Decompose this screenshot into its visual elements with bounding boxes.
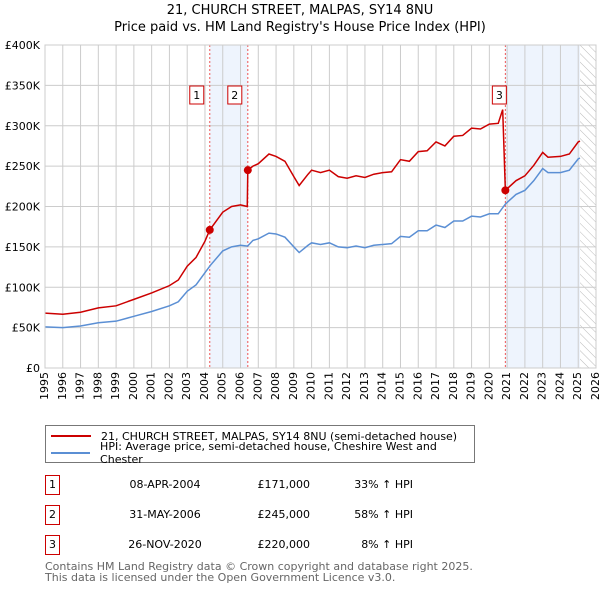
series-line	[44, 109, 581, 316]
x-tick-label: 2014	[376, 372, 389, 400]
price-chart: 1995 1996 1997 1998 1999 2000 2001 2002 2003 2004…	[5, 39, 600, 400]
x-tick-label: 2016	[411, 372, 424, 400]
chart-title: 21, CHURCH STREET, MALPAS, SY14 8NU	[166, 3, 434, 18]
x-tick-label: 2001	[145, 372, 158, 400]
x-tick-label: 1999	[109, 372, 122, 400]
x-tick-label: 2012	[340, 372, 353, 400]
y-tick-label: £100K	[5, 281, 41, 294]
series-line	[44, 157, 581, 329]
y-tick-label: £200K	[5, 201, 41, 214]
sale-date: 31-MAY-2006	[129, 508, 201, 521]
sale-label-box	[189, 85, 205, 105]
footer-copyright: Contains HM Land Registry data © Crown c…	[45, 560, 473, 573]
x-tick-label: 2007	[251, 372, 264, 400]
sale-point	[243, 166, 252, 175]
sale-number: 3	[45, 535, 60, 555]
legend: 21, CHURCH STREET, MALPAS, SY14 8NU (sem…	[45, 425, 475, 466]
chart-subtitle: Price paid vs. HM Land Registry's House …	[114, 20, 486, 35]
legend-item-property: 21, CHURCH STREET, MALPAS, SY14 8NU (sem…	[51, 428, 457, 444]
x-tick-label: 2000	[127, 372, 140, 400]
sale-date: 26-NOV-2020	[128, 538, 202, 551]
x-tick-label: 2006	[234, 372, 247, 400]
sale-point	[205, 225, 214, 234]
x-tick-label: 2009	[287, 372, 300, 400]
x-tick-label: 2010	[305, 372, 318, 400]
sale-price: £220,000	[257, 538, 311, 551]
y-tick-label: £50K	[12, 322, 41, 335]
x-tick-label: 2023	[536, 372, 549, 400]
sale-label: 3	[496, 89, 503, 102]
sale-hpi: 8% ↑ HPI	[361, 538, 413, 551]
x-tick-label: 2008	[269, 372, 282, 400]
x-tick-label: 2020	[482, 372, 495, 400]
sale-hpi: 58% ↑ HPI	[354, 508, 413, 521]
x-tick-label: 2025	[571, 372, 584, 400]
legend-label: HPI: Average price, semi-detached house,…	[100, 440, 437, 466]
sale-price: £245,000	[257, 508, 311, 521]
legend-label: 21, CHURCH STREET, MALPAS, SY14 8NU (sem…	[101, 429, 458, 443]
sale-label: 1	[193, 89, 200, 102]
x-tick-label: 2015	[393, 372, 406, 400]
legend-item-hpi: HPI: Average price, semi-detached house,…	[51, 440, 474, 466]
y-tick-label: £300K	[5, 120, 41, 133]
x-tick-label: 2026	[589, 372, 600, 400]
y-tick-label: £350K	[5, 79, 41, 92]
sale-row: 1 08-APR-2004 £171,000 33% ↑ HPI	[45, 475, 465, 495]
x-tick-label: 1997	[74, 372, 87, 400]
x-tick-label: 2022	[518, 372, 531, 400]
y-tick-label: £150K	[5, 241, 41, 254]
x-tick-label: 2003	[180, 372, 193, 400]
sale-row: 3 26-NOV-2020 £220,000 8% ↑ HPI	[45, 535, 465, 555]
y-tick-label: £250K	[5, 160, 41, 173]
sale-point	[501, 186, 510, 195]
sale-hpi: 33% ↑ HPI	[354, 478, 413, 491]
x-tick-label: 2011	[322, 372, 335, 400]
x-tick-label: 2013	[358, 372, 371, 400]
x-tick-label: 2021	[500, 372, 513, 400]
legend-swatch	[51, 452, 91, 454]
x-tick-label: 2002	[162, 372, 175, 400]
sale-price: £171,000	[257, 478, 311, 491]
x-tick-label: 2024	[553, 372, 566, 400]
sale-label: 2	[231, 89, 238, 102]
x-tick-label: 1996	[56, 372, 69, 400]
x-tick-label: 2019	[465, 372, 478, 400]
sale-row: 2 31-MAY-2006 £245,000 58% ↑ HPI	[45, 505, 465, 525]
legend-swatch	[51, 435, 91, 437]
x-tick-label: 2004	[198, 372, 211, 400]
sale-number: 1	[45, 475, 60, 495]
sale-label-box	[491, 85, 507, 105]
footer-licence: This data is licensed under the Open Gov…	[45, 571, 396, 584]
sale-label-box	[227, 85, 243, 105]
x-tick-label: 2005	[216, 372, 229, 400]
sale-date: 08-APR-2004	[129, 478, 201, 491]
x-tick-label: 1998	[91, 372, 104, 400]
y-tick-label: £400K	[5, 39, 41, 52]
sale-number: 2	[45, 505, 60, 525]
x-tick-label: 2017	[429, 372, 442, 400]
y-tick-label: £0	[26, 362, 40, 375]
plot-border	[44, 44, 597, 369]
x-tick-label: 2018	[447, 372, 460, 400]
x-tick-label: 1995	[38, 372, 51, 400]
